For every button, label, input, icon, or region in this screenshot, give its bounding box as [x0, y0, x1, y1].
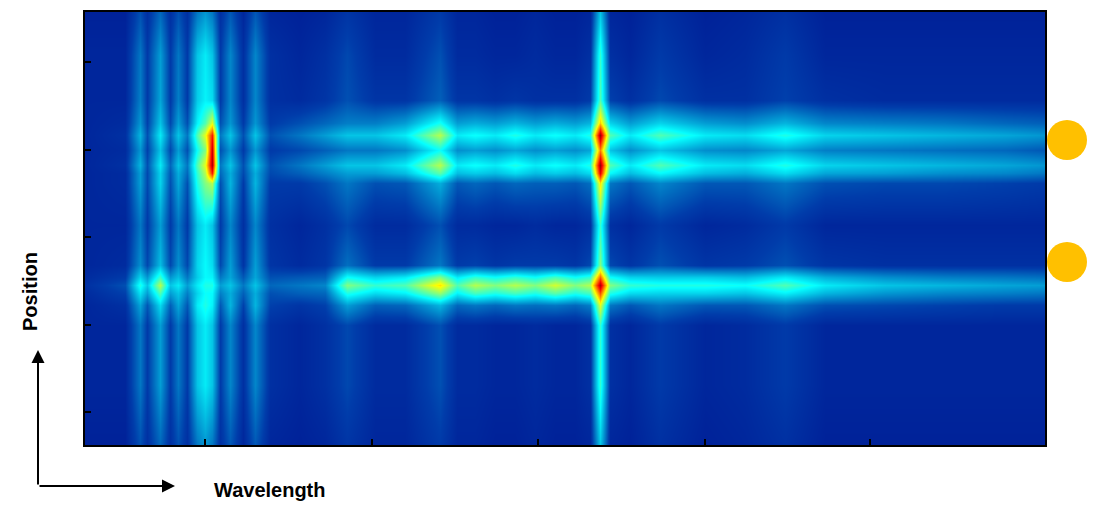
svg-text:Position: Position: [19, 252, 41, 331]
svg-text:Wavelength: Wavelength: [214, 479, 326, 501]
